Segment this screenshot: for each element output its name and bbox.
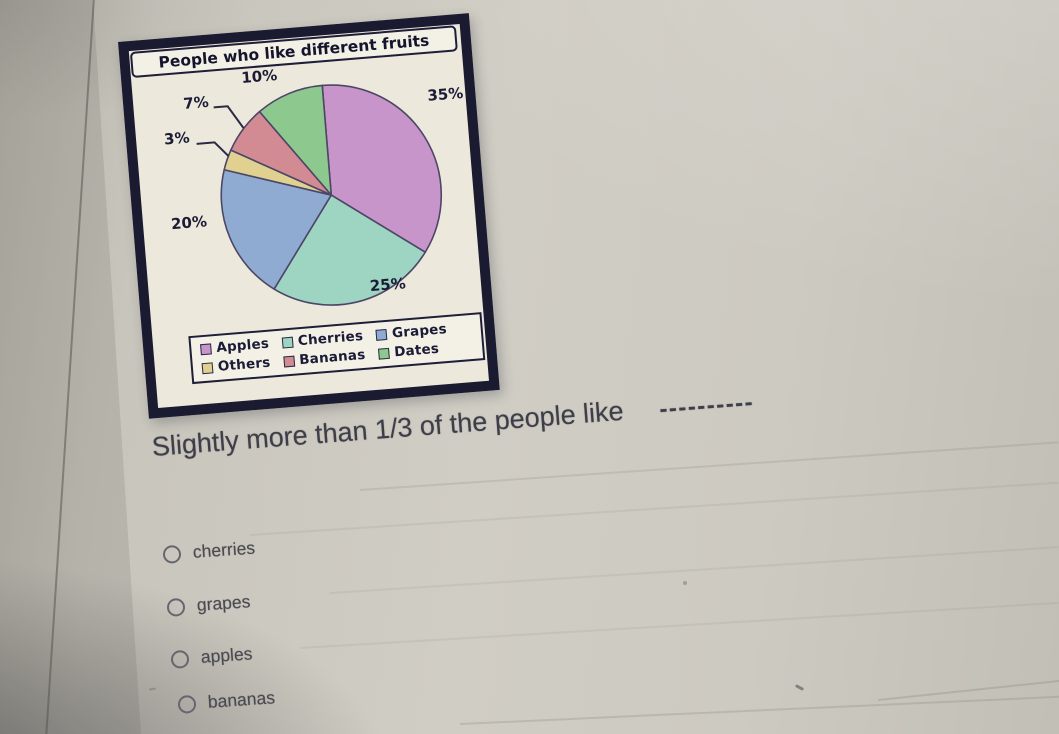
legend-swatch-dates xyxy=(377,347,390,360)
separator-line xyxy=(329,546,1059,594)
pie-slice-cherries xyxy=(273,194,427,306)
pie-label-others-3: 3% xyxy=(163,128,191,149)
option-label: grapes xyxy=(196,591,251,615)
leader-line-3pct xyxy=(196,141,230,158)
pie-slice-dates xyxy=(258,84,333,196)
separator-line xyxy=(359,441,1059,491)
photo-speck xyxy=(148,687,157,691)
separator-line xyxy=(249,481,1059,536)
radio-button-bananas[interactable] xyxy=(177,694,197,714)
option-label: apples xyxy=(200,643,254,667)
legend-swatch-others xyxy=(201,361,214,374)
radio-button-cherries[interactable] xyxy=(162,544,182,564)
separator-line xyxy=(299,601,1059,649)
legend-label: Cherries xyxy=(297,327,364,350)
answer-blank: ---------- xyxy=(658,388,756,423)
legend-swatch-grapes xyxy=(375,328,388,341)
option-label: bananas xyxy=(207,687,276,712)
legend-label: Others xyxy=(217,354,272,375)
legend-label: Dates xyxy=(393,340,440,361)
legend-item-others: Others xyxy=(201,355,271,377)
pie-chart: 35% 25% 20% 3% 7% 10% xyxy=(129,24,489,408)
legend-label: Grapes xyxy=(391,321,448,342)
option-bananas[interactable]: bananas xyxy=(177,687,276,715)
legend-item-apples: Apples xyxy=(200,336,270,358)
legend-swatch-apples xyxy=(200,342,212,355)
legend-label: Bananas xyxy=(298,346,366,369)
legend-item-dates: Dates xyxy=(377,340,440,362)
pie-label-dates-10: 10% xyxy=(240,66,278,87)
pie-slice-grapes xyxy=(220,168,333,290)
option-apples[interactable]: apples xyxy=(170,643,253,670)
radio-button-grapes[interactable] xyxy=(166,597,186,617)
photo-speck xyxy=(683,581,687,585)
leader-line-7pct xyxy=(213,105,245,129)
pie-label-apples-35: 35% xyxy=(426,83,464,105)
pie-label-grapes-20: 20% xyxy=(170,212,208,234)
legend-swatch-cherries xyxy=(281,336,294,349)
legend-label: Apples xyxy=(215,335,270,356)
legend-item-bananas: Bananas xyxy=(282,346,366,370)
option-grapes[interactable]: grapes xyxy=(166,591,251,618)
radio-button-apples[interactable] xyxy=(170,649,190,669)
pie-label-cherries-25: 25% xyxy=(369,274,407,296)
separator-line xyxy=(459,695,1059,725)
pie-svg xyxy=(196,84,443,306)
pie-chart-panel: People who like different fruits 35% 25%… xyxy=(118,13,500,419)
option-cherries[interactable]: cherries xyxy=(162,537,256,565)
pie-label-bananas-7: 7% xyxy=(182,92,210,113)
legend-swatch-bananas xyxy=(282,355,295,368)
option-label: cherries xyxy=(192,537,256,562)
photo-speck xyxy=(794,684,805,691)
pie-slice-apples xyxy=(321,84,443,253)
legend-item-grapes: Grapes xyxy=(375,321,447,343)
